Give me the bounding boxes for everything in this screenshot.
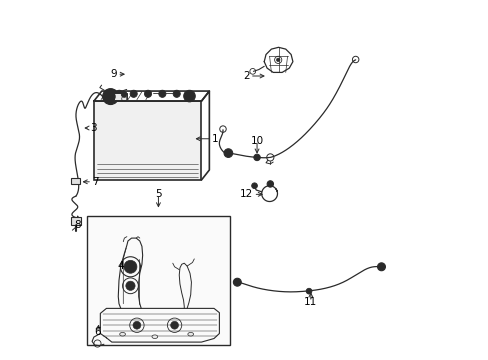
Circle shape bbox=[133, 321, 141, 329]
Circle shape bbox=[124, 260, 137, 273]
Text: 10: 10 bbox=[250, 136, 263, 145]
Text: 6: 6 bbox=[94, 327, 101, 337]
Text: 7: 7 bbox=[92, 177, 99, 187]
Circle shape bbox=[224, 149, 232, 157]
Text: 2: 2 bbox=[243, 71, 249, 81]
Circle shape bbox=[125, 281, 135, 291]
Ellipse shape bbox=[120, 332, 125, 336]
Circle shape bbox=[305, 288, 311, 294]
Bar bbox=[70, 217, 81, 225]
Text: 4: 4 bbox=[118, 261, 124, 271]
Bar bbox=[114, 93, 126, 100]
Circle shape bbox=[173, 90, 180, 97]
Circle shape bbox=[253, 154, 260, 161]
Bar bbox=[86, 216, 230, 345]
Circle shape bbox=[233, 278, 241, 286]
Text: 3: 3 bbox=[90, 123, 97, 133]
Bar bbox=[94, 101, 201, 180]
Circle shape bbox=[144, 90, 151, 97]
Circle shape bbox=[130, 90, 137, 97]
Bar bbox=[71, 178, 80, 184]
Text: 1: 1 bbox=[212, 134, 219, 144]
Circle shape bbox=[377, 263, 385, 271]
Text: 11: 11 bbox=[304, 297, 317, 307]
Circle shape bbox=[159, 90, 165, 97]
Circle shape bbox=[251, 183, 257, 189]
Circle shape bbox=[266, 181, 273, 187]
Circle shape bbox=[276, 58, 280, 62]
Ellipse shape bbox=[152, 335, 158, 338]
Circle shape bbox=[74, 220, 77, 223]
Circle shape bbox=[116, 90, 122, 97]
Circle shape bbox=[170, 321, 178, 329]
Ellipse shape bbox=[187, 332, 193, 336]
Text: 12: 12 bbox=[240, 189, 253, 199]
Circle shape bbox=[183, 90, 195, 102]
Circle shape bbox=[108, 94, 113, 99]
Text: 5: 5 bbox=[155, 189, 162, 199]
Text: 9: 9 bbox=[110, 69, 117, 79]
Text: 8: 8 bbox=[74, 220, 81, 230]
Circle shape bbox=[186, 93, 192, 99]
Circle shape bbox=[121, 91, 127, 97]
Circle shape bbox=[102, 89, 118, 104]
